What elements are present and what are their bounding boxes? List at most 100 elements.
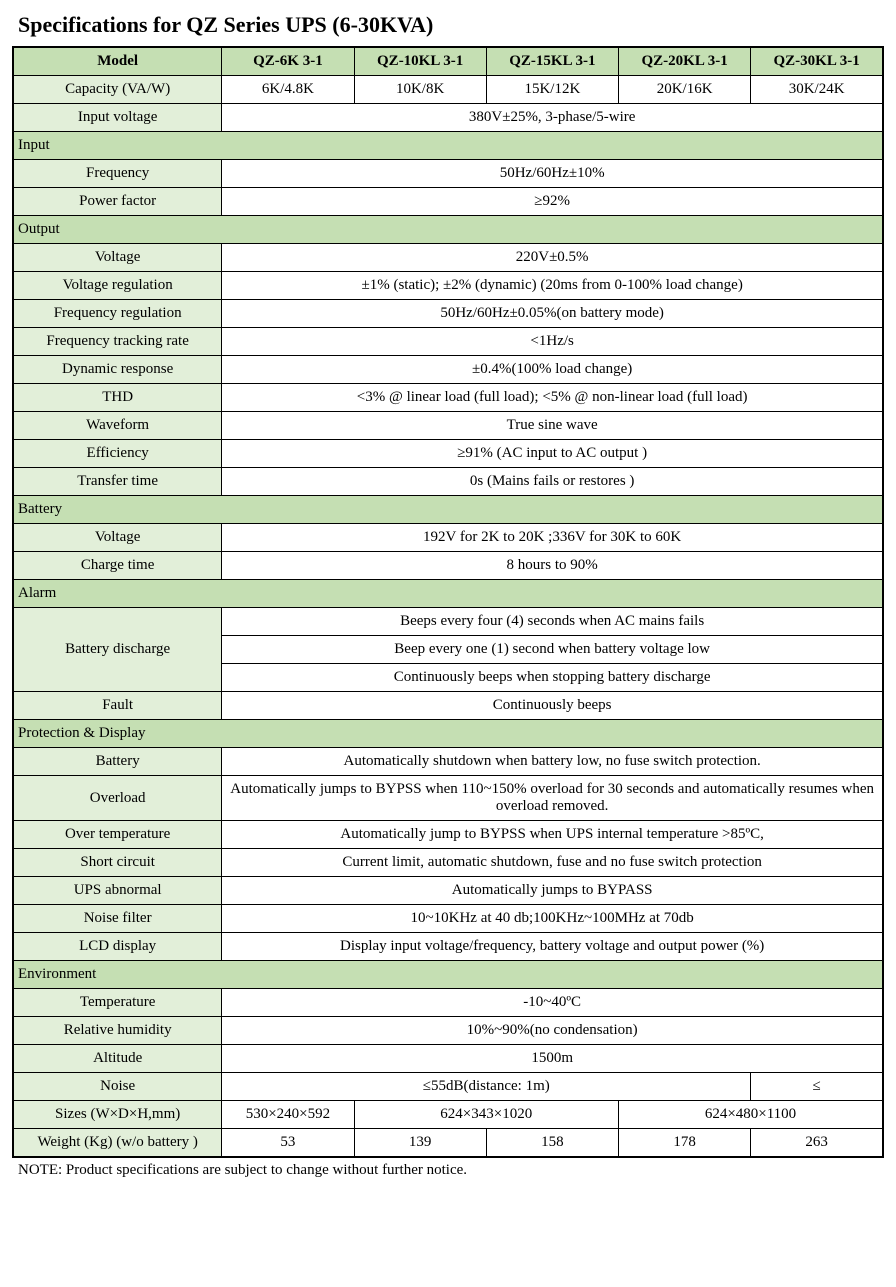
section-input: Input <box>13 132 883 160</box>
out-eff-label: Efficiency <box>13 440 222 468</box>
input-voltage-label: Input voltage <box>13 104 222 132</box>
out-ftrack-label: Frequency tracking rate <box>13 328 222 356</box>
env-sizes-v2: 624×343×1020 <box>354 1101 618 1129</box>
alarm-d2: Beep every one (1) second when battery v… <box>222 636 883 664</box>
row-env-altitude: Altitude 1500m <box>13 1045 883 1073</box>
prot-overtemp-label: Over temperature <box>13 821 222 849</box>
capacity-label: Capacity (VA/W) <box>13 76 222 104</box>
section-battery: Battery <box>13 496 883 524</box>
env-weight-v1: 53 <box>222 1129 354 1158</box>
row-capacity: Capacity (VA/W) 6K/4.8K 10K/8K 15K/12K 2… <box>13 76 883 104</box>
bat-voltage-label: Voltage <box>13 524 222 552</box>
bat-charge-label: Charge time <box>13 552 222 580</box>
env-weight-v4: 178 <box>619 1129 751 1158</box>
out-vreg-label: Voltage regulation <box>13 272 222 300</box>
section-output: Output <box>13 216 883 244</box>
out-vreg-value: ±1% (static); ±2% (dynamic) (20ms from 0… <box>222 272 883 300</box>
alarm-fault-label: Fault <box>13 692 222 720</box>
env-weight-label: Weight (Kg) (w/o battery ) <box>13 1129 222 1158</box>
env-noise-v2: ≤ <box>751 1073 883 1101</box>
row-out-freg: Frequency regulation 50Hz/60Hz±0.05%(on … <box>13 300 883 328</box>
section-protection: Protection & Display <box>13 720 883 748</box>
row-input-freq: Frequency 50Hz/60Hz±10% <box>13 160 883 188</box>
env-altitude-value: 1500m <box>222 1045 883 1073</box>
out-eff-value: ≥91% (AC input to AC output ) <box>222 440 883 468</box>
out-wave-label: Waveform <box>13 412 222 440</box>
alarm-fault-value: Continuously beeps <box>222 692 883 720</box>
row-prot-bat: Battery Automatically shutdown when batt… <box>13 748 883 776</box>
row-prot-abnormal: UPS abnormal Automatically jumps to BYPA… <box>13 877 883 905</box>
row-out-dyn: Dynamic response ±0.4%(100% load change) <box>13 356 883 384</box>
bat-charge-value: 8 hours to 90% <box>222 552 883 580</box>
row-env-humidity: Relative humidity 10%~90%(no condensatio… <box>13 1017 883 1045</box>
col-model: Model <box>13 47 222 76</box>
input-voltage-value: 380V±25%, 3-phase/5-wire <box>222 104 883 132</box>
env-altitude-label: Altitude <box>13 1045 222 1073</box>
row-out-wave: Waveform True sine wave <box>13 412 883 440</box>
row-out-voltage: Voltage 220V±0.5% <box>13 244 883 272</box>
out-dyn-value: ±0.4%(100% load change) <box>222 356 883 384</box>
col-3: QZ-15KL 3-1 <box>486 47 618 76</box>
row-out-eff: Efficiency ≥91% (AC input to AC output ) <box>13 440 883 468</box>
env-humidity-label: Relative humidity <box>13 1017 222 1045</box>
out-transfer-value: 0s (Mains fails or restores ) <box>222 468 883 496</box>
row-out-vreg: Voltage regulation ±1% (static); ±2% (dy… <box>13 272 883 300</box>
prot-bat-label: Battery <box>13 748 222 776</box>
env-weight-v3: 158 <box>486 1129 618 1158</box>
row-prot-overload: Overload Automatically jumps to BYPSS wh… <box>13 776 883 821</box>
header-row: Model QZ-6K 3-1 QZ-10KL 3-1 QZ-15KL 3-1 … <box>13 47 883 76</box>
col-4: QZ-20KL 3-1 <box>619 47 751 76</box>
alarm-d3: Continuously beeps when stopping battery… <box>222 664 883 692</box>
row-prot-noise: Noise filter 10~10KHz at 40 db;100KHz~10… <box>13 905 883 933</box>
env-sizes-label: Sizes (W×D×H,mm) <box>13 1101 222 1129</box>
env-sizes-v3: 624×480×1100 <box>619 1101 884 1129</box>
row-out-ftrack: Frequency tracking rate <1Hz/s <box>13 328 883 356</box>
out-voltage-label: Voltage <box>13 244 222 272</box>
capacity-v1: 6K/4.8K <box>222 76 354 104</box>
prot-bat-value: Automatically shutdown when battery low,… <box>222 748 883 776</box>
alarm-d1: Beeps every four (4) seconds when AC mai… <box>222 608 883 636</box>
capacity-v3: 15K/12K <box>486 76 618 104</box>
prot-noise-value: 10~10KHz at 40 db;100KHz~100MHz at 70db <box>222 905 883 933</box>
bat-voltage-value: 192V for 2K to 20K ;336V for 30K to 60K <box>222 524 883 552</box>
row-env-temp: Temperature -10~40ºC <box>13 989 883 1017</box>
page-title: Specifications for QZ Series UPS (6-30KV… <box>12 12 884 38</box>
capacity-v4: 20K/16K <box>619 76 751 104</box>
out-transfer-label: Transfer time <box>13 468 222 496</box>
out-dyn-label: Dynamic response <box>13 356 222 384</box>
row-alarm-d1: Battery discharge Beeps every four (4) s… <box>13 608 883 636</box>
env-weight-v2: 139 <box>354 1129 486 1158</box>
row-alarm-fault: Fault Continuously beeps <box>13 692 883 720</box>
input-pf-value: ≥92% <box>222 188 883 216</box>
out-wave-value: True sine wave <box>222 412 883 440</box>
prot-short-label: Short circuit <box>13 849 222 877</box>
out-freg-value: 50Hz/60Hz±0.05%(on battery mode) <box>222 300 883 328</box>
row-env-noise: Noise ≤55dB(distance: 1m) ≤ <box>13 1073 883 1101</box>
row-prot-short: Short circuit Current limit, automatic s… <box>13 849 883 877</box>
row-env-sizes: Sizes (W×D×H,mm) 530×240×592 624×343×102… <box>13 1101 883 1129</box>
capacity-v5: 30K/24K <box>751 76 883 104</box>
row-bat-voltage: Voltage 192V for 2K to 20K ;336V for 30K… <box>13 524 883 552</box>
out-thd-label: THD <box>13 384 222 412</box>
col-1: QZ-6K 3-1 <box>222 47 354 76</box>
out-voltage-value: 220V±0.5% <box>222 244 883 272</box>
env-noise-v1: ≤55dB(distance: 1m) <box>222 1073 751 1101</box>
env-temp-label: Temperature <box>13 989 222 1017</box>
row-prot-lcd: LCD display Display input voltage/freque… <box>13 933 883 961</box>
row-out-transfer: Transfer time 0s (Mains fails or restore… <box>13 468 883 496</box>
section-environment: Environment <box>13 961 883 989</box>
prot-lcd-value: Display input voltage/frequency, battery… <box>222 933 883 961</box>
row-input-pf: Power factor ≥92% <box>13 188 883 216</box>
out-ftrack-value: <1Hz/s <box>222 328 883 356</box>
input-pf-label: Power factor <box>13 188 222 216</box>
capacity-v2: 10K/8K <box>354 76 486 104</box>
row-bat-charge: Charge time 8 hours to 90% <box>13 552 883 580</box>
out-thd-value: <3% @ linear load (full load); <5% @ non… <box>222 384 883 412</box>
prot-overload-label: Overload <box>13 776 222 821</box>
env-weight-v5: 263 <box>751 1129 883 1158</box>
env-humidity-value: 10%~90%(no condensation) <box>222 1017 883 1045</box>
spec-table: Model QZ-6K 3-1 QZ-10KL 3-1 QZ-15KL 3-1 … <box>12 46 884 1158</box>
env-temp-value: -10~40ºC <box>222 989 883 1017</box>
prot-noise-label: Noise filter <box>13 905 222 933</box>
input-freq-value: 50Hz/60Hz±10% <box>222 160 883 188</box>
